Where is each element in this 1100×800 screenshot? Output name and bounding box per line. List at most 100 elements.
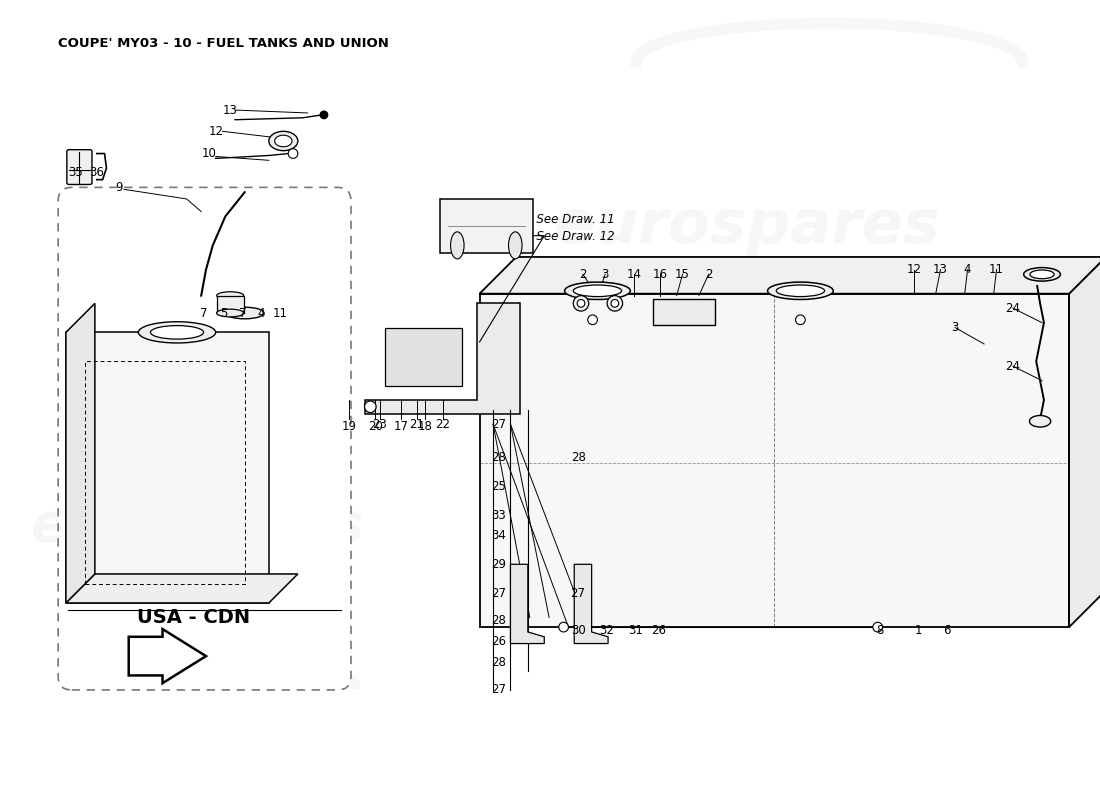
Ellipse shape [275, 135, 292, 146]
Text: 17: 17 [394, 419, 409, 433]
Ellipse shape [1030, 270, 1054, 278]
Text: 3: 3 [952, 321, 959, 334]
Text: 25: 25 [492, 481, 506, 494]
Text: 13: 13 [933, 263, 948, 276]
FancyBboxPatch shape [653, 299, 715, 325]
Text: eurospares: eurospares [554, 534, 940, 594]
Circle shape [610, 299, 618, 307]
Text: 22: 22 [436, 418, 450, 430]
Text: 2: 2 [580, 268, 586, 281]
Text: 27: 27 [571, 586, 585, 600]
Text: 35: 35 [68, 166, 82, 179]
Text: 11: 11 [989, 263, 1004, 276]
Ellipse shape [139, 322, 216, 343]
Text: 7: 7 [200, 306, 208, 319]
Polygon shape [480, 294, 1069, 627]
Polygon shape [129, 629, 206, 683]
Text: 5: 5 [220, 306, 227, 319]
Ellipse shape [573, 285, 622, 297]
Text: 9: 9 [116, 181, 123, 194]
Polygon shape [66, 303, 95, 603]
Ellipse shape [1030, 415, 1050, 427]
Text: 29: 29 [492, 558, 506, 570]
Text: 18: 18 [418, 419, 432, 433]
Ellipse shape [217, 292, 244, 299]
Text: 28: 28 [492, 656, 506, 670]
Text: 7: 7 [239, 306, 246, 319]
Text: 12: 12 [208, 125, 223, 138]
Text: 8: 8 [876, 623, 883, 637]
Text: 24: 24 [1005, 360, 1021, 373]
Ellipse shape [777, 285, 825, 297]
Text: 6: 6 [944, 623, 952, 637]
Polygon shape [510, 564, 544, 643]
FancyBboxPatch shape [217, 296, 244, 313]
FancyBboxPatch shape [58, 187, 351, 690]
FancyBboxPatch shape [385, 327, 462, 386]
Text: 32: 32 [600, 623, 615, 637]
Text: 2: 2 [705, 268, 713, 281]
Text: 15: 15 [675, 268, 690, 281]
Polygon shape [66, 332, 268, 603]
Circle shape [364, 401, 376, 413]
Text: eurospares: eurospares [30, 500, 363, 552]
Text: 28: 28 [492, 451, 506, 465]
FancyBboxPatch shape [440, 199, 532, 253]
Text: 26: 26 [651, 623, 666, 637]
Text: 19: 19 [342, 419, 356, 433]
Text: 36: 36 [89, 166, 104, 179]
Text: 23: 23 [373, 418, 387, 430]
Text: 27: 27 [492, 683, 506, 697]
Text: 1: 1 [914, 623, 922, 637]
Polygon shape [66, 574, 298, 603]
Ellipse shape [217, 309, 244, 317]
Text: 13: 13 [222, 103, 238, 117]
Text: 26: 26 [492, 635, 506, 648]
Circle shape [587, 315, 597, 325]
Ellipse shape [151, 326, 204, 339]
Text: Vedi Tav. 12 - See Draw. 12: Vedi Tav. 12 - See Draw. 12 [454, 230, 615, 243]
Text: 11: 11 [273, 306, 288, 319]
Text: 20: 20 [367, 419, 383, 433]
Circle shape [578, 299, 585, 307]
Text: 16: 16 [652, 268, 668, 281]
Polygon shape [480, 257, 1100, 294]
Circle shape [320, 111, 328, 118]
Circle shape [573, 296, 588, 311]
Text: 4: 4 [964, 263, 971, 276]
Circle shape [288, 149, 298, 158]
Text: 27: 27 [492, 418, 506, 430]
Ellipse shape [768, 282, 834, 299]
Text: 28: 28 [492, 614, 506, 627]
Text: 31: 31 [629, 623, 644, 637]
Text: COUPE' MY03 - 10 - FUEL TANKS AND UNION: COUPE' MY03 - 10 - FUEL TANKS AND UNION [58, 37, 389, 50]
Polygon shape [1069, 257, 1100, 627]
Ellipse shape [564, 282, 630, 299]
FancyBboxPatch shape [67, 150, 92, 185]
Text: 10: 10 [201, 147, 217, 160]
Text: 3: 3 [602, 268, 609, 281]
Polygon shape [365, 303, 520, 414]
Text: 24: 24 [1005, 302, 1021, 314]
Text: 27: 27 [492, 586, 506, 600]
Text: 4: 4 [257, 306, 265, 319]
Ellipse shape [508, 232, 522, 259]
Circle shape [795, 315, 805, 325]
Circle shape [607, 296, 623, 311]
Text: 14: 14 [627, 268, 641, 281]
Ellipse shape [226, 307, 264, 319]
Text: USA - CDN: USA - CDN [136, 608, 250, 627]
Text: eurospares: eurospares [554, 197, 940, 255]
Polygon shape [574, 564, 608, 643]
Text: Vedi Tav. 11 - See Draw. 11: Vedi Tav. 11 - See Draw. 11 [454, 213, 615, 226]
Circle shape [873, 622, 882, 632]
Text: 21: 21 [409, 418, 425, 430]
Ellipse shape [1024, 267, 1060, 281]
Text: 34: 34 [492, 529, 506, 542]
Text: 30: 30 [571, 623, 585, 637]
Text: 28: 28 [571, 451, 585, 465]
Text: 33: 33 [492, 510, 506, 522]
Circle shape [559, 622, 569, 632]
Ellipse shape [451, 232, 464, 259]
Text: 12: 12 [906, 263, 922, 276]
